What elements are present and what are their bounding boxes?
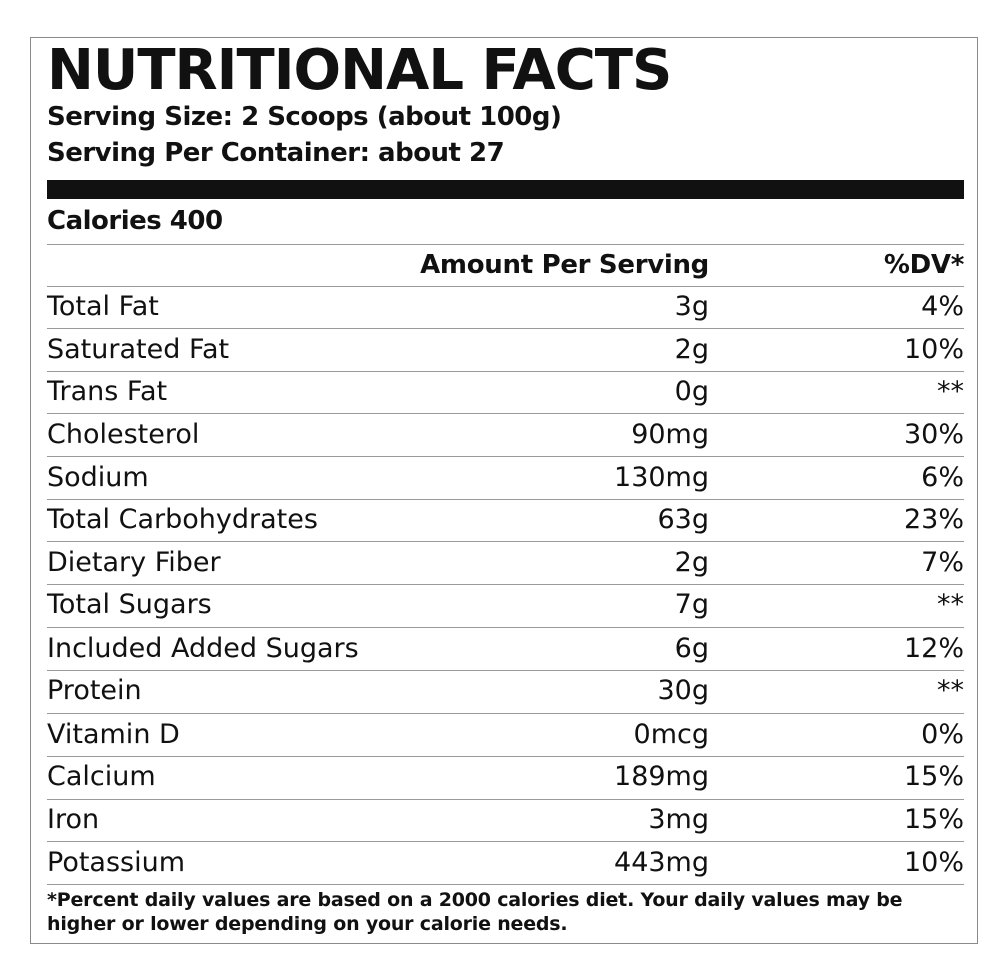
nutrient-amount: 6g: [674, 633, 709, 664]
divider: [47, 286, 964, 287]
divider: [47, 713, 964, 714]
column-header-row: Amount Per Serving %DV*: [47, 244, 964, 286]
divider: [47, 328, 964, 329]
nutrient-name: Sodium: [47, 462, 149, 493]
nutrient-row-iron: Iron 3mg 15%: [47, 799, 964, 841]
nutrient-row-saturated-fat: Saturated Fat 2g 10%: [47, 329, 964, 371]
nutrient-amount: 0mcg: [633, 719, 709, 750]
nutrient-amount: 2g: [674, 334, 709, 365]
daily-value-footnote: *Percent daily values are based on a 200…: [47, 889, 903, 935]
nutrient-row-calcium: Calcium 189mg 15%: [47, 756, 964, 798]
nutrient-dv: 6%: [921, 462, 964, 493]
nutrient-row-vitamin-d: Vitamin D 0mcg 0%: [47, 714, 964, 756]
calories: Calories 400: [47, 206, 223, 236]
nutrient-name: Vitamin D: [47, 719, 180, 750]
nutrient-name: Dietary Fiber: [47, 547, 221, 578]
nutrient-name: Protein: [47, 675, 142, 706]
nutrient-amount: 3g: [674, 291, 709, 322]
nutrient-amount: 189mg: [614, 761, 709, 792]
divider: [47, 499, 964, 500]
divider: [47, 541, 964, 542]
nutrient-dv: **: [937, 589, 964, 620]
nutrient-amount: 0g: [674, 376, 709, 407]
nutrient-dv: 10%: [903, 334, 964, 365]
nutrient-dv: 23%: [903, 504, 964, 535]
nutrient-dv: 15%: [903, 761, 964, 792]
nutrient-row-total-fat: Total Fat 3g 4%: [47, 286, 964, 328]
nutrition-label: NUTRITIONAL FACTS Serving Size: 2 Scoops…: [30, 37, 978, 944]
nutrient-row-total-carbohydrates: Total Carbohydrates 63g 23%: [47, 499, 964, 541]
amount-column-header: Amount Per Serving: [420, 250, 709, 280]
nutrient-dv: 12%: [903, 633, 964, 664]
label-title: NUTRITIONAL FACTS: [47, 38, 672, 103]
nutrient-name: Cholesterol: [47, 419, 200, 450]
nutrient-name: Included Added Sugars: [47, 633, 359, 664]
nutrient-name: Calcium: [47, 761, 156, 792]
serving-size: Serving Size: 2 Scoops (about 100g): [47, 102, 562, 132]
nutrient-dv: 30%: [903, 419, 964, 450]
nutrient-row-cholesterol: Cholesterol 90mg 30%: [47, 414, 964, 456]
nutrient-name: Total Carbohydrates: [47, 504, 318, 535]
thick-divider: [47, 180, 964, 199]
divider: [47, 799, 964, 800]
dv-column-header: %DV*: [883, 250, 964, 280]
nutrient-name: Total Sugars: [47, 589, 212, 620]
nutrient-dv: 10%: [903, 847, 964, 878]
nutrient-dv: 7%: [921, 547, 964, 578]
divider: [47, 413, 964, 414]
nutrient-dv: **: [937, 675, 964, 706]
divider: [47, 841, 964, 842]
nutrient-amount: 130mg: [614, 462, 709, 493]
nutrient-dv: **: [937, 376, 964, 407]
nutrient-amount: 90mg: [631, 419, 709, 450]
nutrient-amount: 7g: [674, 589, 709, 620]
nutrient-amount: 443mg: [614, 847, 709, 878]
divider: [47, 244, 964, 245]
divider: [47, 670, 964, 671]
divider: [47, 756, 964, 757]
divider: [47, 884, 964, 885]
nutrient-dv: 0%: [921, 719, 964, 750]
nutrient-row-potassium: Potassium 443mg 10%: [47, 842, 964, 884]
nutrient-amount: 63g: [657, 504, 710, 535]
nutrient-dv: 15%: [903, 804, 964, 835]
nutrient-row-total-sugars: Total Sugars 7g **: [47, 584, 964, 626]
nutrient-row-dietary-fiber: Dietary Fiber 2g 7%: [47, 542, 964, 584]
nutrient-row-protein: Protein 30g **: [47, 670, 964, 712]
nutrient-name: Potassium: [47, 847, 186, 878]
divider: [47, 627, 964, 628]
divider: [47, 456, 964, 457]
servings-per-container: Serving Per Container: about 27: [47, 138, 505, 168]
nutrient-amount: 2g: [674, 547, 709, 578]
divider: [47, 371, 964, 372]
nutrient-name: Iron: [47, 804, 100, 835]
divider: [47, 584, 964, 585]
nutrient-row-sodium: Sodium 130mg 6%: [47, 457, 964, 499]
nutrient-name: Saturated Fat: [47, 334, 230, 365]
nutrient-amount: 30g: [657, 675, 710, 706]
nutrient-row-included-added-sugars: Included Added Sugars 6g 12%: [47, 628, 964, 670]
nutrient-name: Trans Fat: [47, 376, 168, 407]
nutrient-name: Total Fat: [47, 291, 159, 322]
nutrient-row-trans-fat: Trans Fat 0g **: [47, 371, 964, 413]
nutrient-dv: 4%: [921, 291, 964, 322]
nutrient-amount: 3mg: [648, 804, 709, 835]
